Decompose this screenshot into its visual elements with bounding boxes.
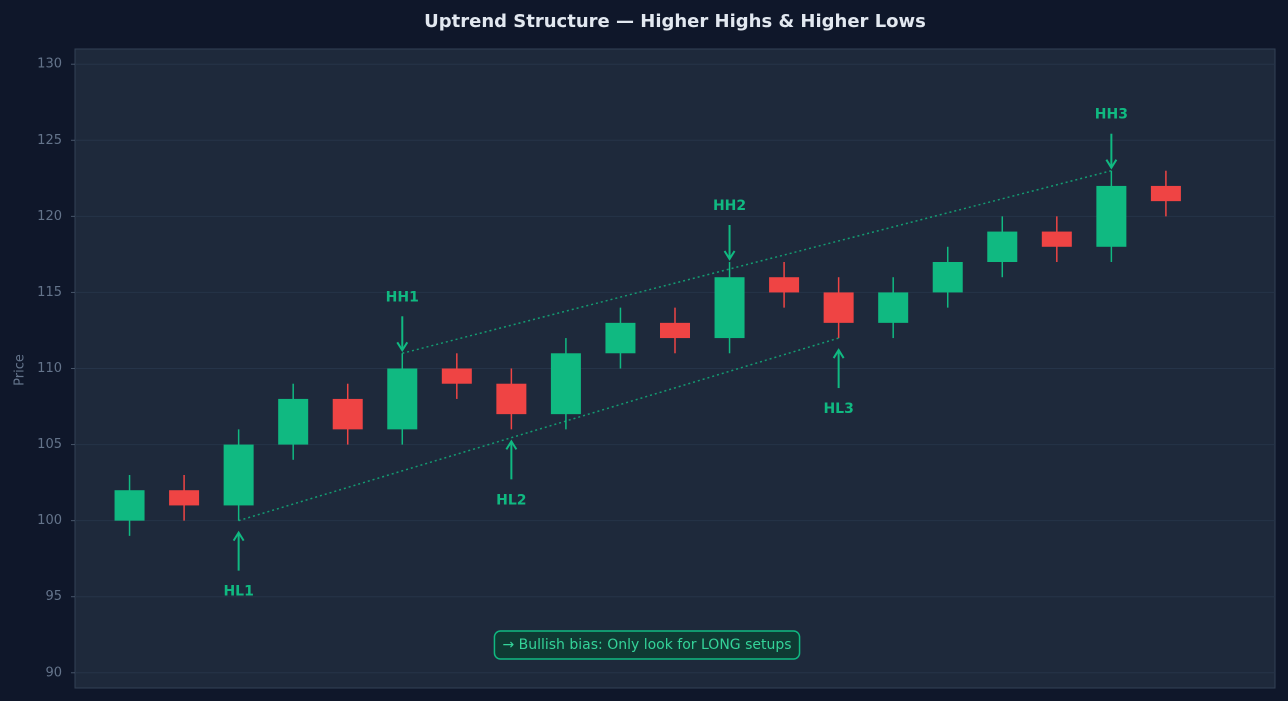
candle-body: [550, 353, 581, 415]
note-text: → Bullish bias: Only look for LONG setup…: [502, 637, 791, 653]
swing-high-label: HH3: [1095, 107, 1128, 123]
y-tick-label: 115: [37, 285, 62, 300]
y-axis-label: Price: [13, 354, 28, 386]
y-tick-label: 130: [37, 57, 62, 72]
candle-body: [660, 322, 690, 339]
swing-low-label: HL1: [223, 584, 253, 600]
swing-high-label: HH1: [386, 289, 419, 305]
candle-body: [496, 383, 527, 415]
y-tick-label: 95: [45, 589, 62, 604]
candle-body: [932, 262, 963, 293]
candle-body: [605, 322, 636, 354]
candle-body: [823, 292, 854, 323]
swing-low-label: HL3: [823, 401, 853, 417]
candle-body: [441, 368, 472, 384]
swing-low-label: HL2: [496, 492, 526, 508]
candle-body: [332, 398, 363, 430]
arrow-head: [232, 530, 245, 542]
arrow-head: [396, 341, 409, 353]
candle-body: [769, 277, 800, 293]
trendline: [402, 169, 1112, 355]
candle-body: [1150, 185, 1181, 202]
arrow-head: [505, 439, 518, 450]
note-box: [493, 630, 801, 660]
y-tick-label: 120: [37, 209, 62, 224]
chart-title: Uptrend Structure — Higher Highs & Highe…: [424, 11, 926, 32]
candle-body: [278, 398, 309, 445]
arrow-head: [832, 348, 845, 359]
y-tick-label: 125: [37, 133, 62, 148]
y-tick-label: 90: [45, 665, 62, 680]
arrow-head: [723, 250, 736, 261]
candle-body: [714, 277, 745, 339]
candle-body: [169, 490, 200, 506]
y-tick-label: 105: [37, 437, 62, 452]
candle-body: [1041, 231, 1072, 247]
candle-body: [987, 231, 1018, 262]
candle-body: [387, 368, 418, 430]
candle-body: [878, 292, 909, 323]
arrow-head: [1105, 159, 1118, 170]
y-tick-label: 100: [37, 513, 62, 528]
candle-body: [114, 490, 145, 521]
y-tick-label: 110: [37, 361, 62, 376]
swing-high-label: HH2: [713, 198, 746, 214]
candle-body: [1096, 185, 1127, 247]
candle-body: [223, 444, 254, 506]
